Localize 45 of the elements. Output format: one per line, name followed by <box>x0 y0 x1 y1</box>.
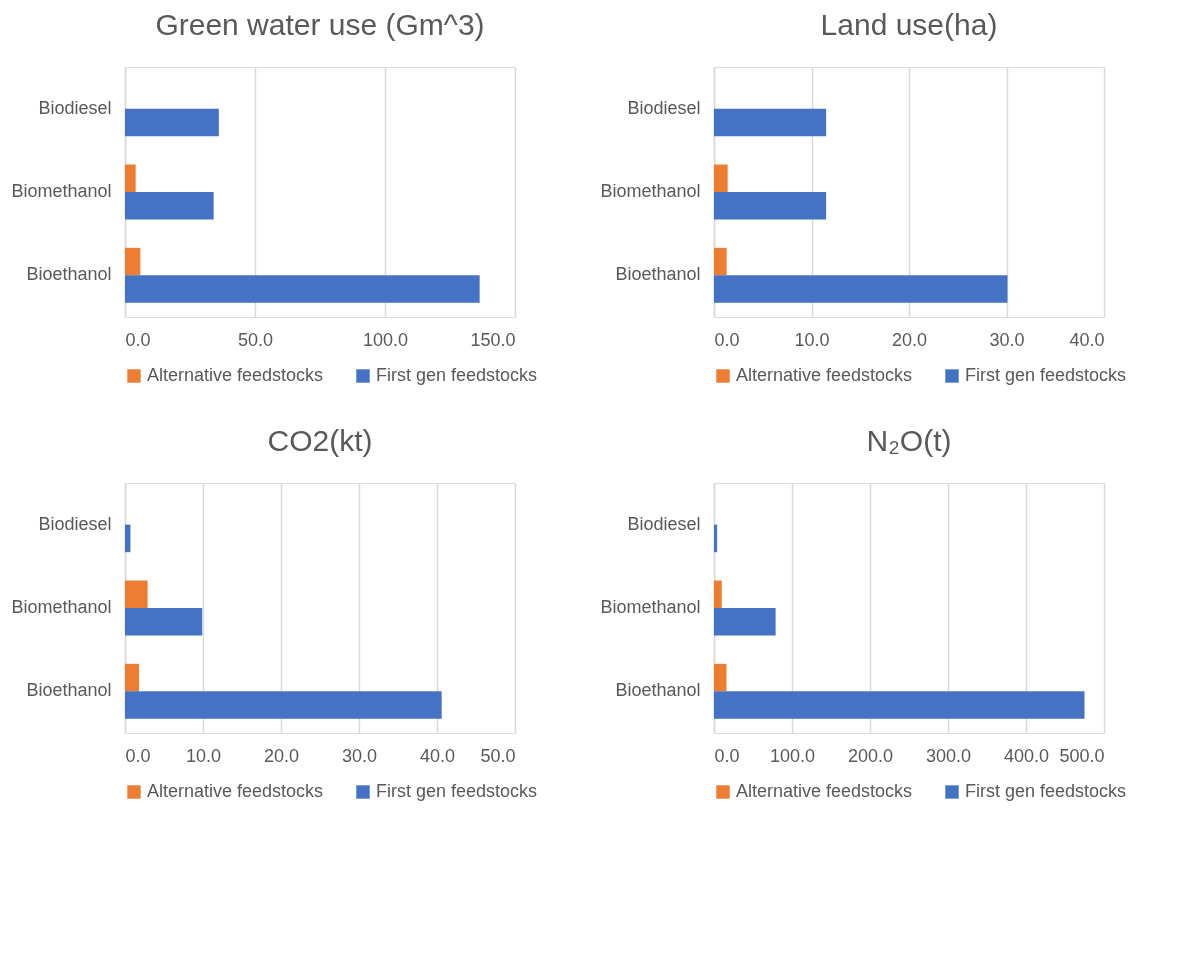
x-tick-label: 300.0 <box>925 745 972 766</box>
y-tick-label: Biomethanol <box>11 597 112 617</box>
y-tick-label: Biomethanol <box>600 181 701 201</box>
y-tick-label: Biodiesel <box>38 513 112 534</box>
y-tick-label: Bioethanol <box>26 680 112 701</box>
chart-title: Green water use (Gm^3) <box>155 8 485 41</box>
x-tick-label: 50.0 <box>237 329 274 350</box>
legend-label: First gen feedstocks <box>376 781 538 801</box>
x-tick-label: 100.0 <box>362 329 409 350</box>
y-tick-label: Bioethanol <box>615 264 701 285</box>
legend-label: First gen feedstocks <box>965 365 1127 385</box>
x-tick-label: 0.0 <box>714 329 740 350</box>
x-tick-label: 40.0 <box>419 745 456 766</box>
legend-label: First gen feedstocks <box>376 365 538 385</box>
x-tick-label: 30.0 <box>341 745 378 766</box>
y-tick-label: Biodiesel <box>627 97 701 118</box>
legend-label: Alternative feedstocks <box>736 365 913 385</box>
legend-label: Alternative feedstocks <box>147 781 324 801</box>
legend-label: Alternative feedstocks <box>736 781 913 801</box>
x-tick-label: 0.0 <box>714 745 740 766</box>
y-tick-label: Biodiesel <box>38 97 112 118</box>
legend-label: Alternative feedstocks <box>147 365 324 385</box>
x-tick-label: 500.0 <box>1059 745 1105 766</box>
y-tick-label: Bioethanol <box>615 680 701 701</box>
chart-title: N₂O(t) <box>866 424 952 457</box>
x-tick-label: 10.0 <box>794 329 830 350</box>
chart-title: CO2(kt) <box>267 424 373 457</box>
y-tick-label: Biomethanol <box>11 181 112 201</box>
x-tick-label: 0.0 <box>125 745 151 766</box>
x-tick-label: 0.0 <box>125 329 151 350</box>
y-tick-label: Biodiesel <box>627 513 701 534</box>
x-tick-label: 20.0 <box>891 329 928 350</box>
x-tick-label: 100.0 <box>769 745 816 766</box>
x-tick-label: 150.0 <box>470 329 516 350</box>
x-tick-label: 200.0 <box>847 745 894 766</box>
x-tick-label: 20.0 <box>263 745 300 766</box>
x-tick-label: 40.0 <box>1069 329 1105 350</box>
x-tick-label: 10.0 <box>185 745 222 766</box>
y-tick-label: Bioethanol <box>26 264 112 285</box>
x-tick-label: 30.0 <box>989 329 1025 350</box>
x-tick-label: 400.0 <box>1003 745 1050 766</box>
legend-label: First gen feedstocks <box>965 781 1127 801</box>
x-tick-label: 50.0 <box>480 745 516 766</box>
y-tick-label: Biomethanol <box>600 597 701 617</box>
chart-title: Land use(ha) <box>820 8 998 41</box>
